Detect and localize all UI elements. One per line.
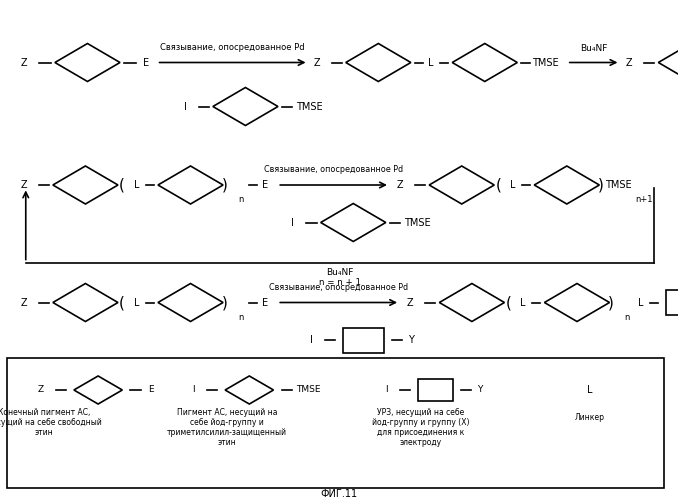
Text: TMSE: TMSE xyxy=(403,218,431,228)
Text: Z: Z xyxy=(626,58,633,68)
Text: Y: Y xyxy=(477,386,482,394)
Polygon shape xyxy=(53,166,118,204)
Text: TMSE: TMSE xyxy=(532,58,559,68)
Text: E: E xyxy=(143,58,150,68)
Text: триметилсилил-защищенный: триметилсилил-защищенный xyxy=(167,428,287,437)
Text: Связывание, опосредованное Pd: Связывание, опосредованное Pd xyxy=(269,283,408,292)
Polygon shape xyxy=(439,284,504,322)
Text: L: L xyxy=(134,298,139,308)
Text: Z: Z xyxy=(313,58,320,68)
Text: ): ) xyxy=(598,178,603,192)
Text: Z: Z xyxy=(37,386,44,394)
Text: (: ( xyxy=(496,178,501,192)
Polygon shape xyxy=(213,88,278,126)
Polygon shape xyxy=(346,44,411,82)
Text: L: L xyxy=(428,58,434,68)
Text: Bu₄NF: Bu₄NF xyxy=(580,44,607,53)
Text: E: E xyxy=(262,298,268,308)
Polygon shape xyxy=(158,284,223,322)
Text: Конечный пигмент АС,: Конечный пигмент АС, xyxy=(0,408,90,417)
Text: ): ) xyxy=(222,178,227,192)
Text: L: L xyxy=(134,180,139,190)
Text: Y: Y xyxy=(407,335,414,345)
Text: Пигмент АС, несущий на: Пигмент АС, несущий на xyxy=(177,408,277,417)
Text: I: I xyxy=(385,386,388,394)
Polygon shape xyxy=(53,284,118,322)
Polygon shape xyxy=(158,166,223,204)
Text: этин: этин xyxy=(218,438,237,447)
Text: Z: Z xyxy=(20,58,27,68)
Text: Z: Z xyxy=(20,180,27,190)
Text: электроду: электроду xyxy=(399,438,441,447)
Text: (: ( xyxy=(119,178,125,192)
Text: I: I xyxy=(192,386,195,394)
Text: УРЗ, несущий на себе: УРЗ, несущий на себе xyxy=(377,408,464,417)
Text: TMSE: TMSE xyxy=(605,180,632,190)
Text: этин: этин xyxy=(35,428,54,437)
Text: йод-группу и группу (X): йод-группу и группу (X) xyxy=(372,418,469,427)
Polygon shape xyxy=(74,376,122,404)
Polygon shape xyxy=(544,284,610,322)
Text: для присоединения к: для присоединения к xyxy=(377,428,464,437)
Polygon shape xyxy=(55,44,120,82)
Bar xyxy=(344,328,384,352)
Text: E: E xyxy=(148,386,154,394)
Text: Bu₄NF: Bu₄NF xyxy=(326,268,354,277)
Polygon shape xyxy=(658,44,678,82)
Text: TMSE: TMSE xyxy=(296,386,321,394)
Text: Z: Z xyxy=(397,180,403,190)
Text: n: n xyxy=(624,313,630,322)
Text: n: n xyxy=(238,196,243,204)
Text: ФИГ.11: ФИГ.11 xyxy=(321,489,357,499)
Text: ): ) xyxy=(222,295,227,310)
Text: Связывание, опосредованное Pd: Связывание, опосредованное Pd xyxy=(264,166,403,174)
Text: L: L xyxy=(587,385,593,395)
Text: себе йод-группу и: себе йод-группу и xyxy=(191,418,264,427)
Bar xyxy=(666,290,678,315)
Text: L: L xyxy=(510,180,515,190)
Polygon shape xyxy=(452,44,517,82)
Polygon shape xyxy=(429,166,494,204)
Text: I: I xyxy=(184,102,186,112)
Bar xyxy=(7,358,664,488)
Polygon shape xyxy=(225,376,273,404)
Text: n = n + 1: n = n + 1 xyxy=(319,278,361,287)
Text: (: ( xyxy=(506,295,511,310)
Text: n: n xyxy=(238,313,243,322)
Text: TMSE: TMSE xyxy=(296,102,323,112)
Polygon shape xyxy=(534,166,599,204)
Text: (: ( xyxy=(119,295,125,310)
Text: Z: Z xyxy=(407,298,414,308)
Text: Линкер: Линкер xyxy=(575,413,605,422)
Polygon shape xyxy=(321,204,386,242)
Text: L: L xyxy=(638,298,643,308)
Text: E: E xyxy=(262,180,268,190)
Text: Связывание, опосредованное Pd: Связывание, опосредованное Pd xyxy=(160,43,305,52)
Text: несущий на себе свободный: несущий на себе свободный xyxy=(0,418,102,427)
Text: Z: Z xyxy=(20,298,27,308)
Text: I: I xyxy=(292,218,294,228)
Text: L: L xyxy=(520,298,525,308)
Text: I: I xyxy=(310,335,313,345)
Bar xyxy=(418,380,453,400)
Text: n+1: n+1 xyxy=(635,196,653,204)
Text: ): ) xyxy=(608,295,614,310)
